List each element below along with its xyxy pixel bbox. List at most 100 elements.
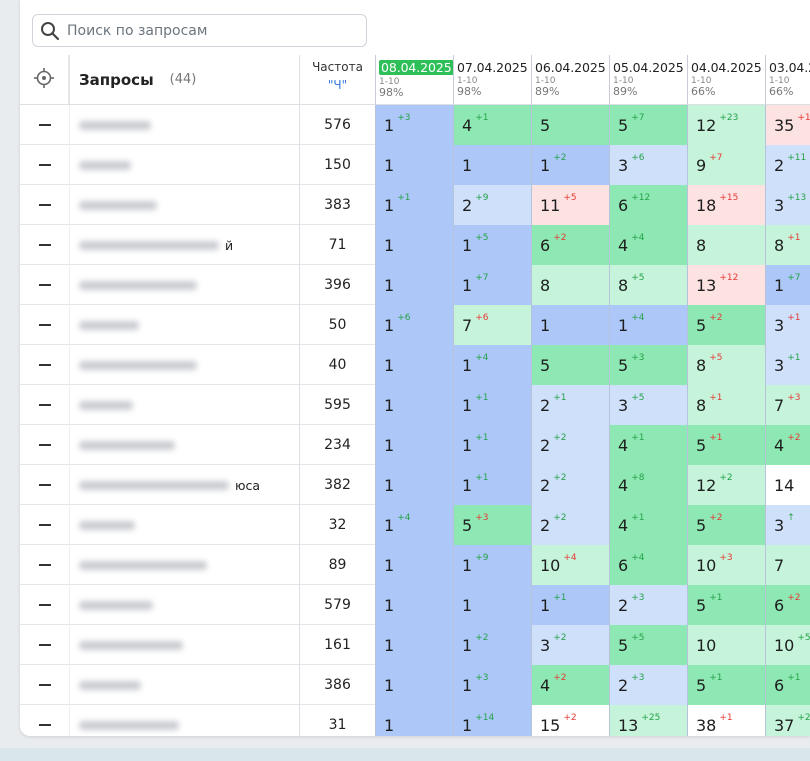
position-cell[interactable]: 9 +7 xyxy=(687,145,765,185)
table-row[interactable]: юса 382 1 1 +1 2 +2 4 +8 12 +2 14 xyxy=(20,465,810,505)
position-cell[interactable]: 4 +1 xyxy=(453,105,531,145)
position-cell[interactable]: 2 +1 xyxy=(531,385,609,425)
position-cell[interactable]: 1 xyxy=(375,585,453,625)
query-text[interactable]: юса xyxy=(69,465,299,505)
row-toggle-button[interactable] xyxy=(20,265,69,305)
position-cell[interactable]: 12 +23 xyxy=(687,105,765,145)
position-cell[interactable]: 3 +1 xyxy=(765,305,810,345)
position-cell[interactable]: 8 +5 xyxy=(687,345,765,385)
table-row[interactable]: 234 1 1 +1 2 +2 4 +1 5 +1 4 +2 xyxy=(20,425,810,465)
query-text[interactable] xyxy=(69,305,299,345)
position-cell[interactable]: 2 +11 xyxy=(765,145,810,185)
row-toggle-button[interactable] xyxy=(20,505,69,545)
position-cell[interactable]: 4 +4 xyxy=(609,225,687,265)
date-column-header[interactable]: 08.04.2025 1-10 98% xyxy=(375,55,454,105)
row-toggle-button[interactable] xyxy=(20,465,69,505)
query-text[interactable] xyxy=(69,705,299,736)
position-cell[interactable]: 1 +1 xyxy=(453,465,531,505)
position-cell[interactable]: 6 +2 xyxy=(531,225,609,265)
position-cell[interactable]: 1 xyxy=(375,225,453,265)
table-row[interactable]: 595 1 1 +1 2 +1 3 +5 8 +1 7 +3 xyxy=(20,385,810,425)
position-cell[interactable]: 10 +3 xyxy=(687,545,765,585)
position-cell[interactable]: 3 +13 xyxy=(765,185,810,225)
table-row[interactable]: 50 1 +6 7 +6 1 1 +4 5 +2 3 +1 xyxy=(20,305,810,345)
position-cell[interactable]: 1 xyxy=(375,625,453,665)
position-cell[interactable]: 1 +2 xyxy=(531,145,609,185)
position-cell[interactable]: 3 ↑ xyxy=(765,505,810,545)
position-cell[interactable]: 6 +1 xyxy=(765,665,810,705)
position-cell[interactable]: 10 +5 xyxy=(765,625,810,665)
row-toggle-button[interactable] xyxy=(20,225,69,265)
position-cell[interactable]: 5 +1 xyxy=(687,585,765,625)
position-cell[interactable]: 18 +15 xyxy=(687,185,765,225)
position-cell[interactable]: 3 +2 xyxy=(531,625,609,665)
position-cell[interactable]: 8 +5 xyxy=(609,265,687,305)
position-cell[interactable]: 5 xyxy=(531,345,609,385)
position-cell[interactable]: 4 +8 xyxy=(609,465,687,505)
table-row[interactable]: 31 1 1 +14 15 +2 13 +25 38 +1 37 +2 xyxy=(20,705,810,736)
position-cell[interactable]: 1 xyxy=(531,305,609,345)
date-column-header[interactable]: 07.04.2025 1-10 98% xyxy=(453,55,531,105)
date-column-header[interactable]: 05.04.2025 1-10 89% xyxy=(609,55,687,105)
position-cell[interactable]: 13 +25 xyxy=(609,705,687,736)
position-cell[interactable]: 1 xyxy=(375,265,453,305)
query-text[interactable] xyxy=(69,625,299,665)
row-toggle-button[interactable] xyxy=(20,345,69,385)
target-button[interactable] xyxy=(20,55,69,105)
position-cell[interactable]: 1 +9 xyxy=(453,545,531,585)
date-column-header[interactable]: 06.04.2025 1-10 89% xyxy=(531,55,609,105)
search-input[interactable] xyxy=(67,22,357,39)
position-cell[interactable]: 37 +2 xyxy=(765,705,810,736)
query-text[interactable] xyxy=(69,345,299,385)
position-cell[interactable]: 38 +1 xyxy=(687,705,765,736)
table-row[interactable]: 32 1 +4 5 +3 2 +2 4 +1 5 +2 3 ↑ xyxy=(20,505,810,545)
query-text[interactable] xyxy=(69,105,299,145)
position-cell[interactable]: 1 xyxy=(375,465,453,505)
position-cell[interactable]: 1 +4 xyxy=(453,345,531,385)
position-cell[interactable]: 1 xyxy=(375,145,453,185)
position-cell[interactable]: 4 +2 xyxy=(765,425,810,465)
position-cell[interactable]: 1 +1 xyxy=(453,385,531,425)
position-cell[interactable]: 8 xyxy=(687,225,765,265)
row-toggle-button[interactable] xyxy=(20,705,69,736)
query-text[interactable] xyxy=(69,505,299,545)
query-text[interactable] xyxy=(69,585,299,625)
position-cell[interactable]: 1 +7 xyxy=(765,265,810,305)
position-cell[interactable]: 1 +2 xyxy=(453,625,531,665)
position-cell[interactable]: 10 xyxy=(687,625,765,665)
row-toggle-button[interactable] xyxy=(20,665,69,705)
position-cell[interactable]: 1 xyxy=(375,545,453,585)
position-cell[interactable]: 3 +1 xyxy=(765,345,810,385)
row-toggle-button[interactable] xyxy=(20,305,69,345)
position-cell[interactable]: 35+18 xyxy=(765,105,810,145)
position-cell[interactable]: 1 +5 xyxy=(453,225,531,265)
row-toggle-button[interactable] xyxy=(20,145,69,185)
position-cell[interactable]: 1 xyxy=(453,145,531,185)
position-cell[interactable]: 1 +7 xyxy=(453,265,531,305)
position-cell[interactable]: 6 +12 xyxy=(609,185,687,225)
position-cell[interactable]: 14 xyxy=(765,465,810,505)
position-cell[interactable]: 3 +6 xyxy=(609,145,687,185)
table-row[interactable]: 579 1 1 1 +1 2 +3 5 +1 6 +2 xyxy=(20,585,810,625)
position-cell[interactable]: 1 xyxy=(375,345,453,385)
position-cell[interactable]: 5 +3 xyxy=(453,505,531,545)
position-cell[interactable]: 7 xyxy=(765,545,810,585)
position-cell[interactable]: 2 +2 xyxy=(531,505,609,545)
position-cell[interactable]: 4 +1 xyxy=(609,505,687,545)
row-toggle-button[interactable] xyxy=(20,625,69,665)
position-cell[interactable]: 5 +5 xyxy=(609,625,687,665)
row-toggle-button[interactable] xyxy=(20,545,69,585)
table-row[interactable]: й 71 1 1 +5 6 +2 4 +4 8 8 +1 xyxy=(20,225,810,265)
position-cell[interactable]: 5 +1 xyxy=(687,425,765,465)
position-cell[interactable]: 5 +3 xyxy=(609,345,687,385)
position-cell[interactable]: 1 +1 xyxy=(453,425,531,465)
position-cell[interactable]: 1 xyxy=(375,425,453,465)
query-text[interactable] xyxy=(69,425,299,465)
position-cell[interactable]: 2 +9 xyxy=(453,185,531,225)
row-toggle-button[interactable] xyxy=(20,385,69,425)
position-cell[interactable]: 1 +3 xyxy=(453,665,531,705)
position-cell[interactable]: 5 +7 xyxy=(609,105,687,145)
position-cell[interactable]: 2 +2 xyxy=(531,465,609,505)
position-cell[interactable]: 1 +1 xyxy=(531,585,609,625)
query-text[interactable] xyxy=(69,265,299,305)
